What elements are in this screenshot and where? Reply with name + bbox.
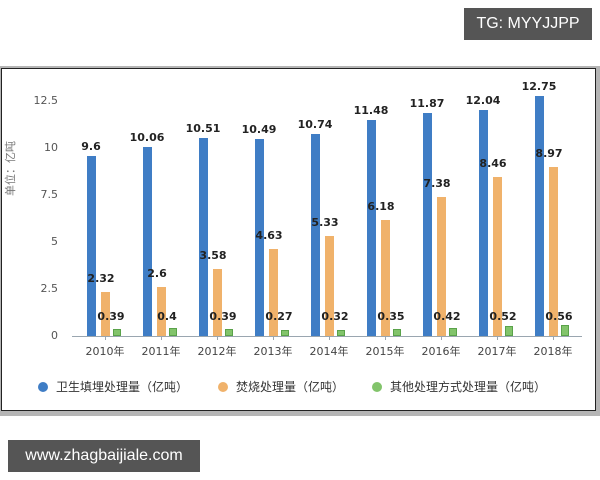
legend-item-incineration: 焚烧处理量（亿吨） bbox=[218, 378, 344, 395]
value-label: 0.39 bbox=[97, 310, 125, 323]
bar-orange bbox=[437, 197, 446, 336]
value-label: 10.06 bbox=[129, 130, 165, 144]
x-tick-label: 2013年 bbox=[253, 345, 293, 358]
bar-green bbox=[225, 328, 233, 336]
value-label: 4.63 bbox=[255, 228, 283, 242]
y-tick-label: 5 bbox=[51, 235, 58, 248]
bar-blue bbox=[255, 138, 264, 336]
bar-blue bbox=[199, 138, 208, 336]
value-label: 0.35 bbox=[377, 310, 405, 323]
x-tick-label: 2011年 bbox=[141, 345, 181, 358]
value-label: 11.48 bbox=[353, 104, 389, 118]
value-label: 6.18 bbox=[367, 199, 395, 213]
bar-green bbox=[337, 329, 345, 336]
legend-label: 卫生填埋处理量（亿吨） bbox=[56, 380, 189, 394]
x-tick-label: 2017年 bbox=[477, 345, 517, 358]
value-label: 0.27 bbox=[265, 310, 293, 323]
x-tick-label: 2010年 bbox=[85, 345, 125, 358]
y-tick-label: 0 bbox=[51, 329, 58, 342]
value-label: 8.46 bbox=[479, 156, 507, 170]
watermark-top-right: TG: MYYJJPP bbox=[464, 8, 592, 40]
legend-dot-orange-icon bbox=[218, 381, 228, 392]
bar-blue bbox=[423, 112, 432, 336]
value-label: 12.75 bbox=[521, 80, 557, 94]
value-label: 0.32 bbox=[321, 310, 349, 323]
bar-green bbox=[281, 330, 289, 336]
chart-legend: 卫生填埋处理量（亿吨） 焚烧处理量（亿吨） 其他处理方式处理量（亿吨） bbox=[0, 378, 600, 398]
value-label: 2.6 bbox=[147, 267, 167, 281]
x-tick bbox=[441, 336, 442, 340]
value-label: 9.6 bbox=[81, 139, 101, 153]
legend-label: 其他处理方式处理量（亿吨） bbox=[390, 380, 547, 394]
x-tick bbox=[385, 336, 386, 340]
y-axis-label: 单位：亿吨 bbox=[4, 141, 17, 196]
bar-orange bbox=[493, 176, 502, 336]
bar-green bbox=[113, 328, 121, 336]
bar-green bbox=[449, 328, 457, 336]
value-label: 0.39 bbox=[209, 310, 237, 323]
legend-dot-blue-icon bbox=[38, 381, 48, 392]
y-tick-label: 10 bbox=[44, 141, 58, 154]
x-tick bbox=[329, 336, 330, 340]
value-label: 0.52 bbox=[489, 310, 517, 323]
y-tick-label: 7.5 bbox=[40, 188, 59, 201]
legend-label: 焚烧处理量（亿吨） bbox=[236, 380, 345, 394]
bar-blue bbox=[143, 146, 152, 336]
x-tick bbox=[497, 336, 498, 340]
value-label: 10.74 bbox=[297, 118, 333, 132]
bar-green bbox=[505, 326, 513, 336]
legend-dot-green-icon bbox=[372, 381, 382, 392]
legend-item-other: 其他处理方式处理量（亿吨） bbox=[372, 378, 546, 395]
value-label: 11.87 bbox=[409, 96, 445, 110]
bar-blue bbox=[535, 96, 544, 336]
value-label: 2.32 bbox=[87, 272, 115, 286]
x-tick bbox=[105, 336, 106, 340]
value-label: 7.38 bbox=[423, 177, 451, 191]
bar-blue bbox=[367, 120, 376, 336]
value-label: 8.97 bbox=[535, 147, 563, 161]
bar-blue bbox=[311, 134, 320, 336]
bar-orange bbox=[101, 292, 110, 336]
bar-orange bbox=[269, 248, 278, 336]
x-tick bbox=[161, 336, 162, 340]
bar-orange bbox=[381, 219, 390, 336]
value-label: 10.51 bbox=[185, 122, 221, 136]
x-tick bbox=[217, 336, 218, 340]
value-label: 0.56 bbox=[545, 310, 573, 323]
watermark-bottom-left: www.zhagbaijiale.com bbox=[8, 440, 200, 472]
value-label: 10.49 bbox=[241, 122, 277, 136]
y-tick-label: 2.5 bbox=[40, 282, 59, 295]
bar-green bbox=[169, 328, 177, 336]
x-axis-line bbox=[72, 336, 582, 337]
value-label: 0.42 bbox=[433, 310, 461, 323]
value-label: 3.58 bbox=[199, 248, 227, 262]
bar-blue bbox=[479, 109, 488, 336]
bar-orange bbox=[157, 287, 166, 336]
value-label: 0.4 bbox=[157, 310, 177, 323]
bar-green bbox=[561, 325, 569, 336]
bar-orange bbox=[325, 235, 334, 336]
y-tick-label: 12.5 bbox=[33, 94, 59, 107]
x-tick bbox=[553, 336, 554, 340]
x-tick bbox=[273, 336, 274, 340]
x-tick-label: 2014年 bbox=[309, 345, 349, 358]
bar-green bbox=[393, 329, 401, 336]
value-label: 5.33 bbox=[311, 215, 339, 229]
x-tick-label: 2012年 bbox=[197, 345, 237, 358]
x-tick-label: 2015年 bbox=[365, 345, 405, 358]
x-tick-label: 2018年 bbox=[533, 345, 573, 358]
bar-orange bbox=[549, 167, 558, 336]
value-label: 12.04 bbox=[465, 93, 501, 107]
x-tick-label: 2016年 bbox=[421, 345, 461, 358]
legend-item-landfill: 卫生填埋处理量（亿吨） bbox=[38, 378, 188, 395]
bar-blue bbox=[87, 155, 96, 336]
bar-orange bbox=[213, 268, 222, 336]
